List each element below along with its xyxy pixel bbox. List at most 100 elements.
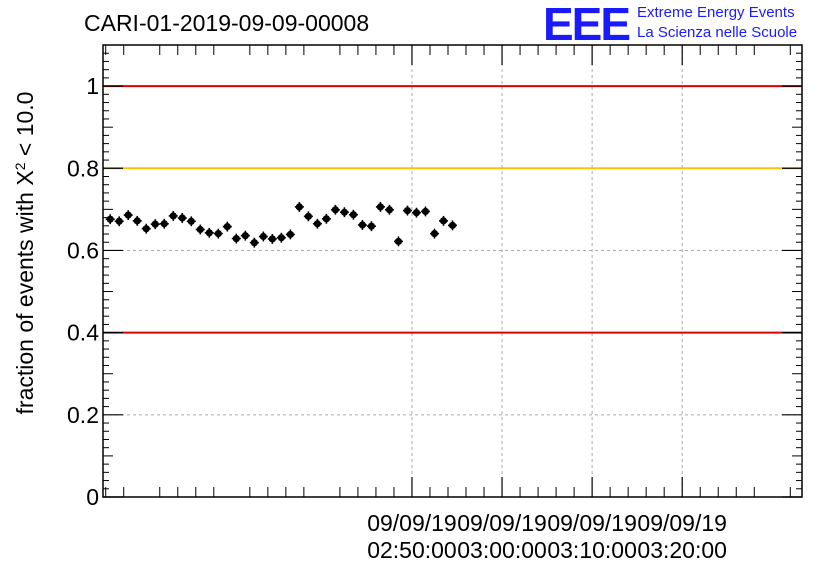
- marker: [205, 229, 213, 237]
- y-axis-title-prefix: fraction of events with X: [12, 170, 38, 414]
- data-point-27: [348, 209, 358, 220]
- x-tick-label-date-2: 09/09/19: [547, 510, 637, 536]
- marker: [421, 207, 430, 216]
- x-tick-label-date-1: 09/09/19: [457, 510, 547, 536]
- data-point-25: [330, 204, 340, 215]
- data-point-35: [420, 206, 430, 217]
- data-point-34: [411, 207, 421, 218]
- data-point-19: [276, 232, 286, 243]
- marker: [304, 212, 312, 220]
- data-point-26: [339, 207, 349, 218]
- data-point-10: [195, 224, 205, 235]
- data-point-32: [393, 236, 403, 247]
- marker: [376, 203, 385, 211]
- y-tick-labels: 0 0.2 0.4 0.6 0.8 1: [67, 73, 99, 510]
- data-point-15: [240, 230, 250, 241]
- marker: [241, 232, 249, 240]
- x-tick-label-date-0: 09/09/19: [367, 510, 457, 536]
- marker: [430, 230, 439, 238]
- reference-lines: [103, 85, 802, 334]
- data-point-16: [249, 237, 259, 248]
- logo-line-1: Extreme Energy Events: [637, 4, 795, 21]
- marker: [286, 230, 294, 239]
- data-point-36: [429, 228, 439, 239]
- marker: [169, 212, 177, 220]
- data-point-5: [150, 219, 160, 230]
- y-axis-title: fraction of events with X2 < 10.0: [12, 92, 38, 415]
- marker: [385, 206, 394, 214]
- data-point-31: [384, 204, 394, 215]
- data-point-21: [294, 201, 304, 212]
- logo-line-2: La Scienza nelle Scuole: [637, 24, 798, 41]
- marker: [313, 220, 321, 228]
- data-point-33: [402, 205, 412, 216]
- plot-frame: [102, 44, 803, 498]
- y-tick-label-3: 0.6: [67, 237, 99, 263]
- data-point-1: [114, 216, 124, 227]
- marker: [187, 217, 195, 225]
- data-point-28: [357, 220, 367, 230]
- y-tick-label-1: 0.2: [67, 402, 99, 428]
- data-point-6: [159, 218, 169, 229]
- data-point-4: [141, 223, 151, 234]
- marker: [232, 234, 240, 243]
- data-point-30: [375, 201, 385, 212]
- x-tick-label-time-2: 03:10:00: [547, 537, 637, 563]
- data-point-37: [438, 215, 448, 226]
- data-points: [105, 201, 458, 248]
- chart-title: CARI-01-2019-09-09-00008: [84, 10, 370, 36]
- marker: [133, 217, 141, 225]
- marker: [160, 220, 168, 228]
- y-tick-label-0: 0: [86, 484, 99, 510]
- marker: [223, 223, 231, 231]
- data-point-3: [132, 215, 142, 226]
- marker: [115, 217, 123, 225]
- marker: [358, 221, 367, 229]
- marker: [268, 235, 276, 243]
- data-point-24: [321, 213, 331, 224]
- marker: [151, 220, 159, 228]
- y-axis-title-sup: 2: [12, 162, 28, 170]
- x-tick-label-time-3: 03:20:00: [637, 537, 727, 563]
- marker: [142, 225, 150, 233]
- grid-lines: [103, 45, 802, 497]
- x-tick-labels: 09/09/1902:50:0009/09/1903:00:0009/09/19…: [367, 510, 727, 563]
- marker: [295, 203, 303, 211]
- eee-logo-mark: EEE: [543, 0, 631, 50]
- data-point-14: [231, 233, 241, 244]
- axis-ticks: [103, 45, 802, 498]
- y-tick-label-2: 0.4: [67, 320, 99, 346]
- data-point-13: [222, 221, 232, 232]
- data-point-22: [303, 211, 313, 222]
- data-point-12: [213, 228, 223, 239]
- data-point-8: [177, 213, 187, 223]
- y-axis-title-suffix: < 10.0: [12, 92, 38, 163]
- marker: [403, 206, 412, 215]
- marker: [394, 237, 403, 246]
- data-point-11: [204, 227, 214, 238]
- marker: [367, 222, 376, 230]
- x-tick-label-time-1: 03:00:00: [457, 537, 547, 563]
- marker: [277, 234, 285, 242]
- marker: [106, 215, 114, 223]
- marker: [259, 232, 267, 241]
- marker: [412, 209, 421, 217]
- marker: [340, 208, 349, 216]
- marker: [196, 225, 204, 234]
- marker: [178, 214, 186, 222]
- data-point-7: [168, 211, 178, 221]
- data-point-18: [267, 234, 277, 244]
- data-point-38: [447, 220, 458, 231]
- data-point-2: [123, 210, 133, 221]
- marker: [250, 239, 258, 247]
- x-tick-label-time-0: 02:50:00: [367, 537, 457, 563]
- marker: [448, 221, 457, 229]
- marker: [322, 215, 330, 223]
- y-tick-label-5: 1: [86, 73, 99, 99]
- marker: [331, 206, 339, 214]
- y-tick-label-4: 0.8: [67, 155, 99, 181]
- data-point-0: [105, 214, 115, 225]
- marker: [349, 211, 358, 219]
- data-point-23: [312, 218, 322, 229]
